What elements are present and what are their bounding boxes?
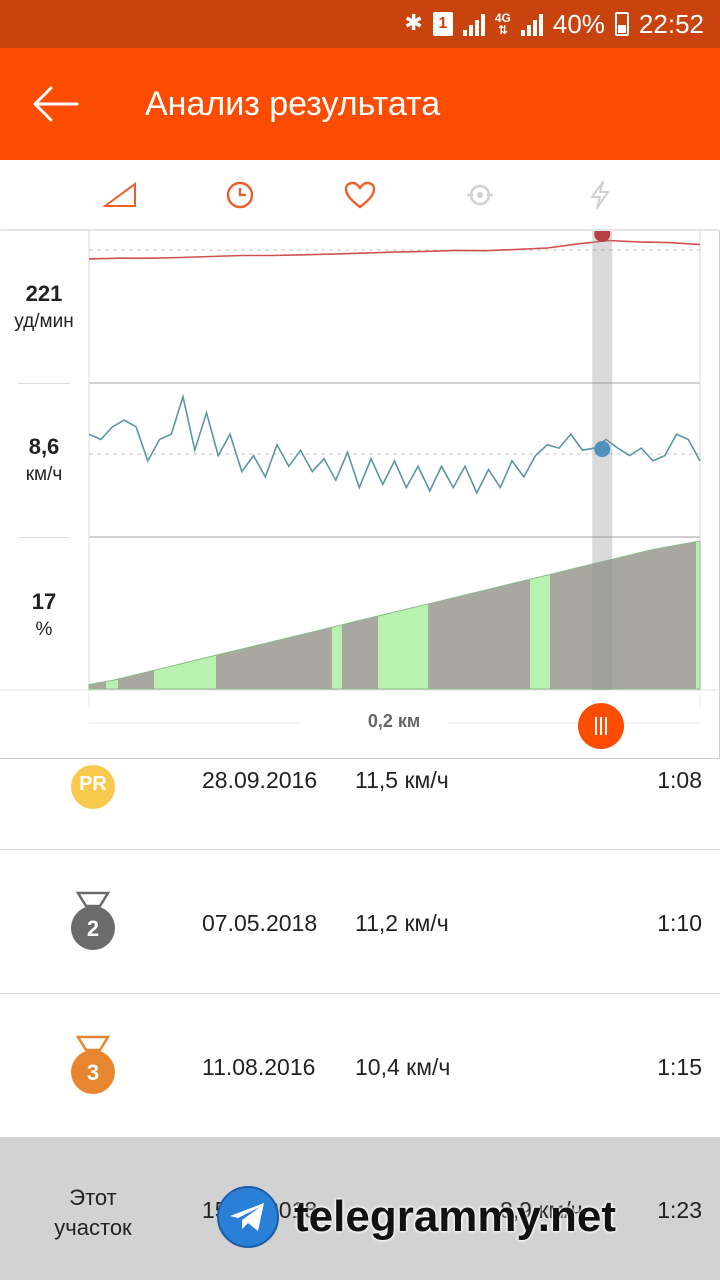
heart-rate-value: 221	[25, 281, 63, 306]
sim-icon: 1	[432, 12, 453, 36]
position-cursor	[592, 231, 613, 690]
tab-time[interactable]	[210, 165, 270, 225]
result-time: 1:15	[657, 1054, 702, 1080]
heart-rate-readout: 221 уд/мин	[0, 281, 88, 333]
heart-icon	[344, 181, 376, 209]
pr-badge-text: PR	[79, 773, 107, 795]
battery-percent: 40%	[552, 8, 605, 39]
divider	[18, 383, 70, 384]
signal-icon	[462, 12, 485, 36]
grade-segment	[428, 541, 530, 689]
tab-cadence[interactable]	[450, 165, 510, 225]
result-speed: 10,4 км/ч	[355, 1054, 451, 1080]
tab-power[interactable]	[570, 165, 630, 225]
result-date: 11.08.2016	[202, 1054, 316, 1080]
status-bar: ✱ 1 4G ⇅ 40% 22:52	[0, 0, 720, 48]
heart-rate-unit: уд/мин	[14, 311, 74, 332]
clock-time: 22:52	[638, 8, 704, 39]
back-button[interactable]	[0, 48, 112, 160]
medal-number: 2	[86, 916, 100, 941]
watermark: telegrammy.net	[216, 1185, 616, 1249]
triangle-icon	[103, 181, 136, 207]
app-bar: Анализ результата	[0, 48, 720, 160]
heart-rate-marker	[594, 231, 611, 242]
medal-number: 3	[86, 1060, 100, 1085]
result-time: 1:08	[657, 767, 702, 793]
grade-segment	[89, 541, 106, 689]
battery-icon	[614, 12, 629, 36]
this-segment-row[interactable]: Этот участок 15.09.2018 8,9 км/ч 1:23	[0, 1137, 720, 1280]
grade-outline	[88, 540, 701, 690]
grade-segment	[342, 541, 378, 689]
grade-segment	[216, 541, 332, 689]
chart-scrubber-handle[interactable]	[578, 703, 624, 749]
grade-segment	[550, 541, 590, 689]
heart-rate-series-line	[88, 239, 701, 260]
this-segment-time: 1:23	[657, 1197, 702, 1223]
cadence-icon	[467, 184, 493, 205]
grade-segment	[590, 541, 696, 689]
grade-segment	[118, 541, 154, 689]
list-item[interactable]: 2 07.05.2018 11,2 км/ч 1:10	[0, 850, 720, 994]
grade-unit: %	[35, 619, 53, 640]
analysis-chart[interactable]: 221 уд/мин 8,6 км/ч 17 % 0,2	[0, 231, 720, 759]
result-speed: 11,5 км/ч	[355, 767, 449, 793]
grade-value: 17	[31, 589, 57, 614]
speed-readout: 8,6 км/ч	[0, 434, 88, 486]
pr-badge-icon	[71, 765, 115, 809]
result-speed: 11,2 км/ч	[355, 910, 449, 936]
tab-elevation[interactable]	[90, 165, 150, 225]
lightning-icon	[591, 180, 609, 209]
telegram-icon	[217, 1186, 279, 1248]
divider	[18, 537, 70, 538]
this-segment-speed: 8,9 км/ч	[500, 1197, 583, 1223]
result-date: 07.05.2018	[202, 910, 318, 936]
result-date: 28.09.2016	[202, 767, 318, 793]
list-item[interactable]: 3 11.08.2016 10,4 км/ч 1:15	[0, 994, 720, 1138]
arrow-left-icon	[33, 86, 79, 122]
speed-value: 8,6	[28, 434, 60, 459]
signal-icon-2	[520, 12, 543, 36]
page-title: Анализ результата	[145, 84, 441, 123]
list-item[interactable]: PR 28.09.2016 11,5 км/ч 1:08	[0, 759, 720, 850]
speed-unit: км/ч	[25, 464, 63, 485]
watermark-text: telegrammy.net	[294, 1192, 616, 1241]
network-4g-icon: 4G ⇅	[494, 11, 511, 37]
bluetooth-icon: ✱	[404, 11, 423, 36]
this-segment-label: Этот участок	[54, 1185, 132, 1240]
clock-icon	[226, 181, 254, 208]
tab-heart-rate[interactable]	[330, 165, 390, 225]
distance-label: 0,2 км	[367, 711, 421, 731]
silver-medal-icon	[71, 891, 115, 950]
bronze-medal-icon	[71, 1035, 115, 1094]
chart-plot	[0, 231, 720, 724]
metric-tabs	[0, 160, 720, 230]
grade-readout: 17 %	[0, 589, 88, 641]
speed-marker	[594, 441, 611, 457]
result-time: 1:10	[657, 910, 702, 936]
